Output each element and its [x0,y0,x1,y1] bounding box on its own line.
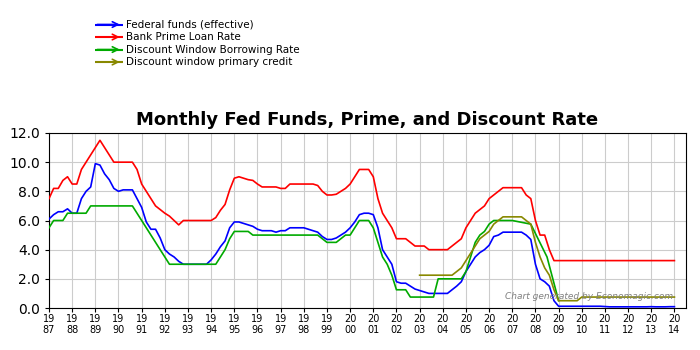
Text: Discount window primary credit: Discount window primary credit [126,57,293,67]
Title: Monthly Fed Funds, Prime, and Discount Rate: Monthly Fed Funds, Prime, and Discount R… [136,111,598,129]
Text: Bank Prime Loan Rate: Bank Prime Loan Rate [126,32,241,42]
Text: Federal funds (effective): Federal funds (effective) [126,20,253,29]
Text: Discount Window Borrowing Rate: Discount Window Borrowing Rate [126,44,300,55]
Text: Chart generated by Economagic.com: Chart generated by Economagic.com [505,292,673,301]
